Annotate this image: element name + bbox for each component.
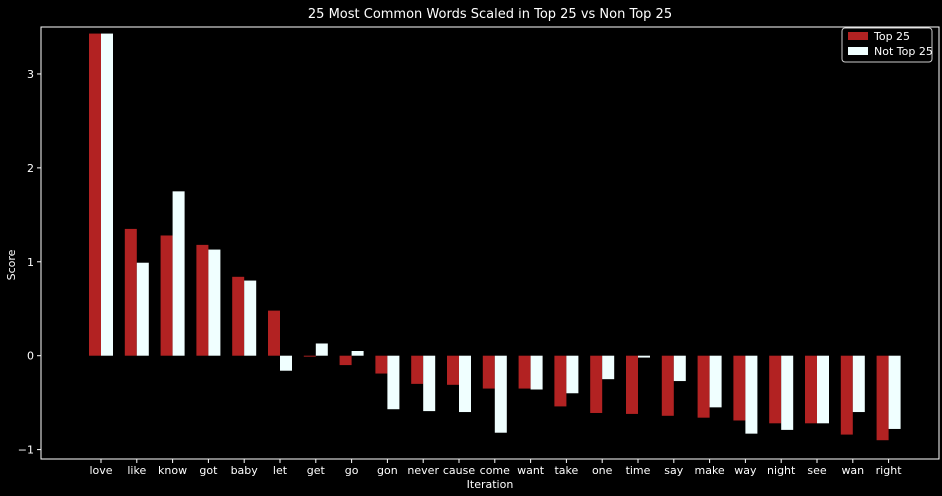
plot-area [40, 26, 940, 460]
bar-top25-let [268, 310, 280, 356]
legend-swatch-top25 [848, 32, 868, 40]
bar-not-top25-love [101, 33, 113, 356]
x-tick-label-wan: wan [841, 464, 864, 477]
legend-label-top25: Top 25 [873, 30, 910, 43]
bar-not-top25-right [888, 355, 901, 429]
bar-top25-right [876, 355, 889, 441]
x-tick-label-time: time [626, 464, 651, 477]
bar-top25-get [303, 355, 316, 357]
x-tick-label-let: let [273, 464, 288, 477]
x-tick-label-like: like [127, 464, 146, 477]
x-tick-label-see: see [807, 464, 826, 477]
x-tick-label-night: night [767, 464, 796, 477]
bar-top25-see [805, 355, 817, 424]
bar-top25-gon [375, 355, 388, 374]
legend: Top 25 Not Top 25 [841, 27, 933, 63]
x-tick-label-baby: baby [231, 464, 259, 477]
bar-not-top25-see [817, 355, 829, 424]
bar-not-top25-come [494, 355, 507, 433]
bar-not-top25-got [208, 249, 221, 356]
x-tick-label-right: right [876, 464, 903, 477]
bar-top25-way [733, 355, 746, 421]
bar-top25-say [661, 355, 674, 416]
bar-not-top25-go [351, 351, 364, 356]
bar-not-top25-like [136, 262, 149, 356]
y-tick-label: 1 [27, 256, 34, 269]
bar-top25-night [769, 355, 782, 424]
legend-label-not-top25: Not Top 25 [874, 45, 933, 58]
bar-not-top25-let [280, 355, 292, 371]
x-tick-label-want: want [517, 464, 545, 477]
x-tick-label-one: one [592, 464, 613, 477]
bar-top25-like [124, 228, 137, 356]
x-tick-label-get: get [307, 464, 326, 477]
y-tick-label: 2 [27, 162, 34, 175]
bar-top25-make [697, 355, 710, 418]
bar-not-top25-gon [387, 355, 400, 410]
bar-not-top25-get [315, 343, 328, 356]
y-tick-label: 3 [27, 68, 34, 81]
bar-not-top25-cause [459, 355, 471, 413]
bar-top25-never [411, 355, 424, 384]
chart-title: 25 Most Common Words Scaled in Top 25 vs… [308, 7, 672, 22]
bar-top25-come [482, 355, 495, 389]
bar-not-top25-way [745, 355, 758, 434]
x-axis-label: Iteration [467, 478, 514, 491]
x-tick-label-say: say [664, 464, 683, 477]
bar-not-top25-wan [852, 355, 865, 413]
x-tick-labels: love like know got baby let get go gon never cause… [89, 459, 902, 477]
bar-not-top25-know [172, 191, 185, 356]
x-tick-label-know: know [158, 464, 187, 477]
x-tick-label-way: way [734, 464, 757, 477]
bar-not-top25-one [602, 355, 615, 380]
bar-not-top25-time [638, 355, 650, 358]
x-tick-label-come: come [480, 464, 510, 477]
bar-top25-time [626, 355, 638, 414]
y-tick-label: −1 [18, 444, 34, 457]
y-tick-labels: −1 0 1 2 3 [18, 68, 41, 457]
x-tick-label-make: make [694, 464, 724, 477]
x-tick-label-gon: gon [377, 464, 398, 477]
x-tick-label-cause: cause [443, 464, 475, 477]
bar-top25-got [196, 244, 209, 356]
bar-top25-know [160, 235, 173, 356]
bar-top25-go [339, 355, 352, 366]
x-tick-label-got: got [199, 464, 218, 477]
bar-not-top25-night [781, 355, 794, 430]
bar-top25-love [89, 33, 101, 356]
bar-not-top25-baby [244, 280, 257, 356]
axes-frame [40, 26, 940, 460]
x-tick-label-take: take [554, 464, 578, 477]
x-tick-label-love: love [89, 464, 112, 477]
bar-not-top25-take [566, 355, 579, 394]
bars-group [89, 33, 901, 441]
bar-top25-want [518, 355, 531, 389]
legend-swatch-not-top25 [848, 47, 868, 55]
bar-top25-one [590, 355, 603, 413]
bar-top25-take [554, 355, 567, 407]
bar-not-top25-say [673, 355, 686, 382]
bar-top25-baby [232, 276, 245, 356]
bar-not-top25-want [530, 355, 543, 390]
bar-top25-cause [447, 355, 459, 385]
y-axis-label: Score [5, 249, 18, 280]
bar-top25-wan [840, 355, 853, 435]
bar-not-top25-make [709, 355, 722, 408]
y-tick-label: 0 [27, 350, 34, 363]
bar-not-top25-never [423, 355, 436, 412]
x-tick-label-never: never [407, 464, 439, 477]
x-tick-label-go: go [345, 464, 359, 477]
